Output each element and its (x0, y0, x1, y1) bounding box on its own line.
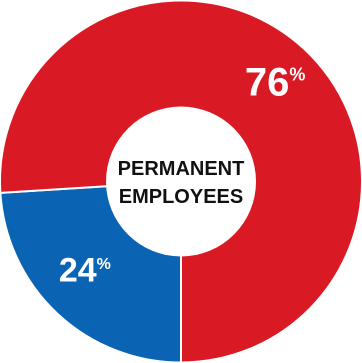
donut-hole (106, 106, 256, 257)
slice-value-label-76: 76% (245, 61, 306, 105)
slice-value-label-24: 24% (59, 252, 111, 290)
center-label-line-2: EMPLOYEES (119, 186, 243, 208)
center-label-line-1: PERMANENT (118, 158, 245, 180)
donut-value-labels: 24% 76% (59, 61, 306, 290)
